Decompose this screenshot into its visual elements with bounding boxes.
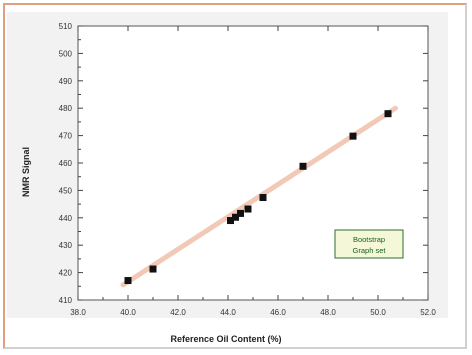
y-tick-label: 440: [59, 214, 73, 223]
legend-entry-1: Bootstrap: [353, 235, 385, 244]
y-tick-label: 460: [59, 159, 73, 168]
x-tick-label: 52.0: [420, 308, 436, 317]
legend-box: [334, 229, 404, 259]
x-tick-label: 42.0: [170, 308, 186, 317]
x-axis: 38.0 40.0 42.0 44.0 46.0 48.0 50.0 52.0: [70, 26, 436, 317]
y-tick-label: 470: [59, 132, 73, 141]
data-point: [244, 205, 252, 213]
data-point: [237, 209, 244, 217]
x-tick-label: 38.0: [70, 308, 86, 317]
plot-area: [77, 25, 429, 301]
data-point: [299, 162, 307, 170]
y-axis-label: NMR Signal: [21, 147, 31, 197]
x-tick-label: 46.0: [270, 308, 286, 317]
y-tick-label: 510: [59, 22, 73, 31]
x-tick-label: 44.0: [220, 308, 236, 317]
data-point: [124, 277, 132, 285]
y-tick-label: 430: [59, 241, 73, 250]
data-point: [349, 132, 357, 140]
x-tick-label: 48.0: [320, 308, 336, 317]
y-tick-label: 500: [59, 49, 73, 58]
x-tick-label: 50.0: [370, 308, 386, 317]
y-tick-label: 450: [59, 186, 73, 195]
y-tick-label: 410: [59, 296, 73, 305]
data-point: [259, 194, 267, 202]
y-tick-label: 480: [59, 104, 73, 113]
data-point: [149, 265, 157, 273]
x-axis-label: Reference Oil Content (%): [170, 334, 281, 344]
legend-entry-2: Graph set: [353, 246, 387, 255]
points-layer: [124, 110, 392, 285]
data-point: [227, 217, 234, 225]
y-tick-label: 420: [59, 269, 73, 278]
plot-box: [77, 25, 429, 301]
x-tick-label: 40.0: [120, 308, 136, 317]
data-point: [384, 110, 392, 118]
y-axis: 410 420 430 440 450 460 470 480 490 500 510: [59, 22, 428, 305]
data-point: [232, 213, 239, 221]
y-tick-label: 490: [59, 77, 73, 86]
legend: Bootstrap Graph set: [334, 229, 404, 259]
